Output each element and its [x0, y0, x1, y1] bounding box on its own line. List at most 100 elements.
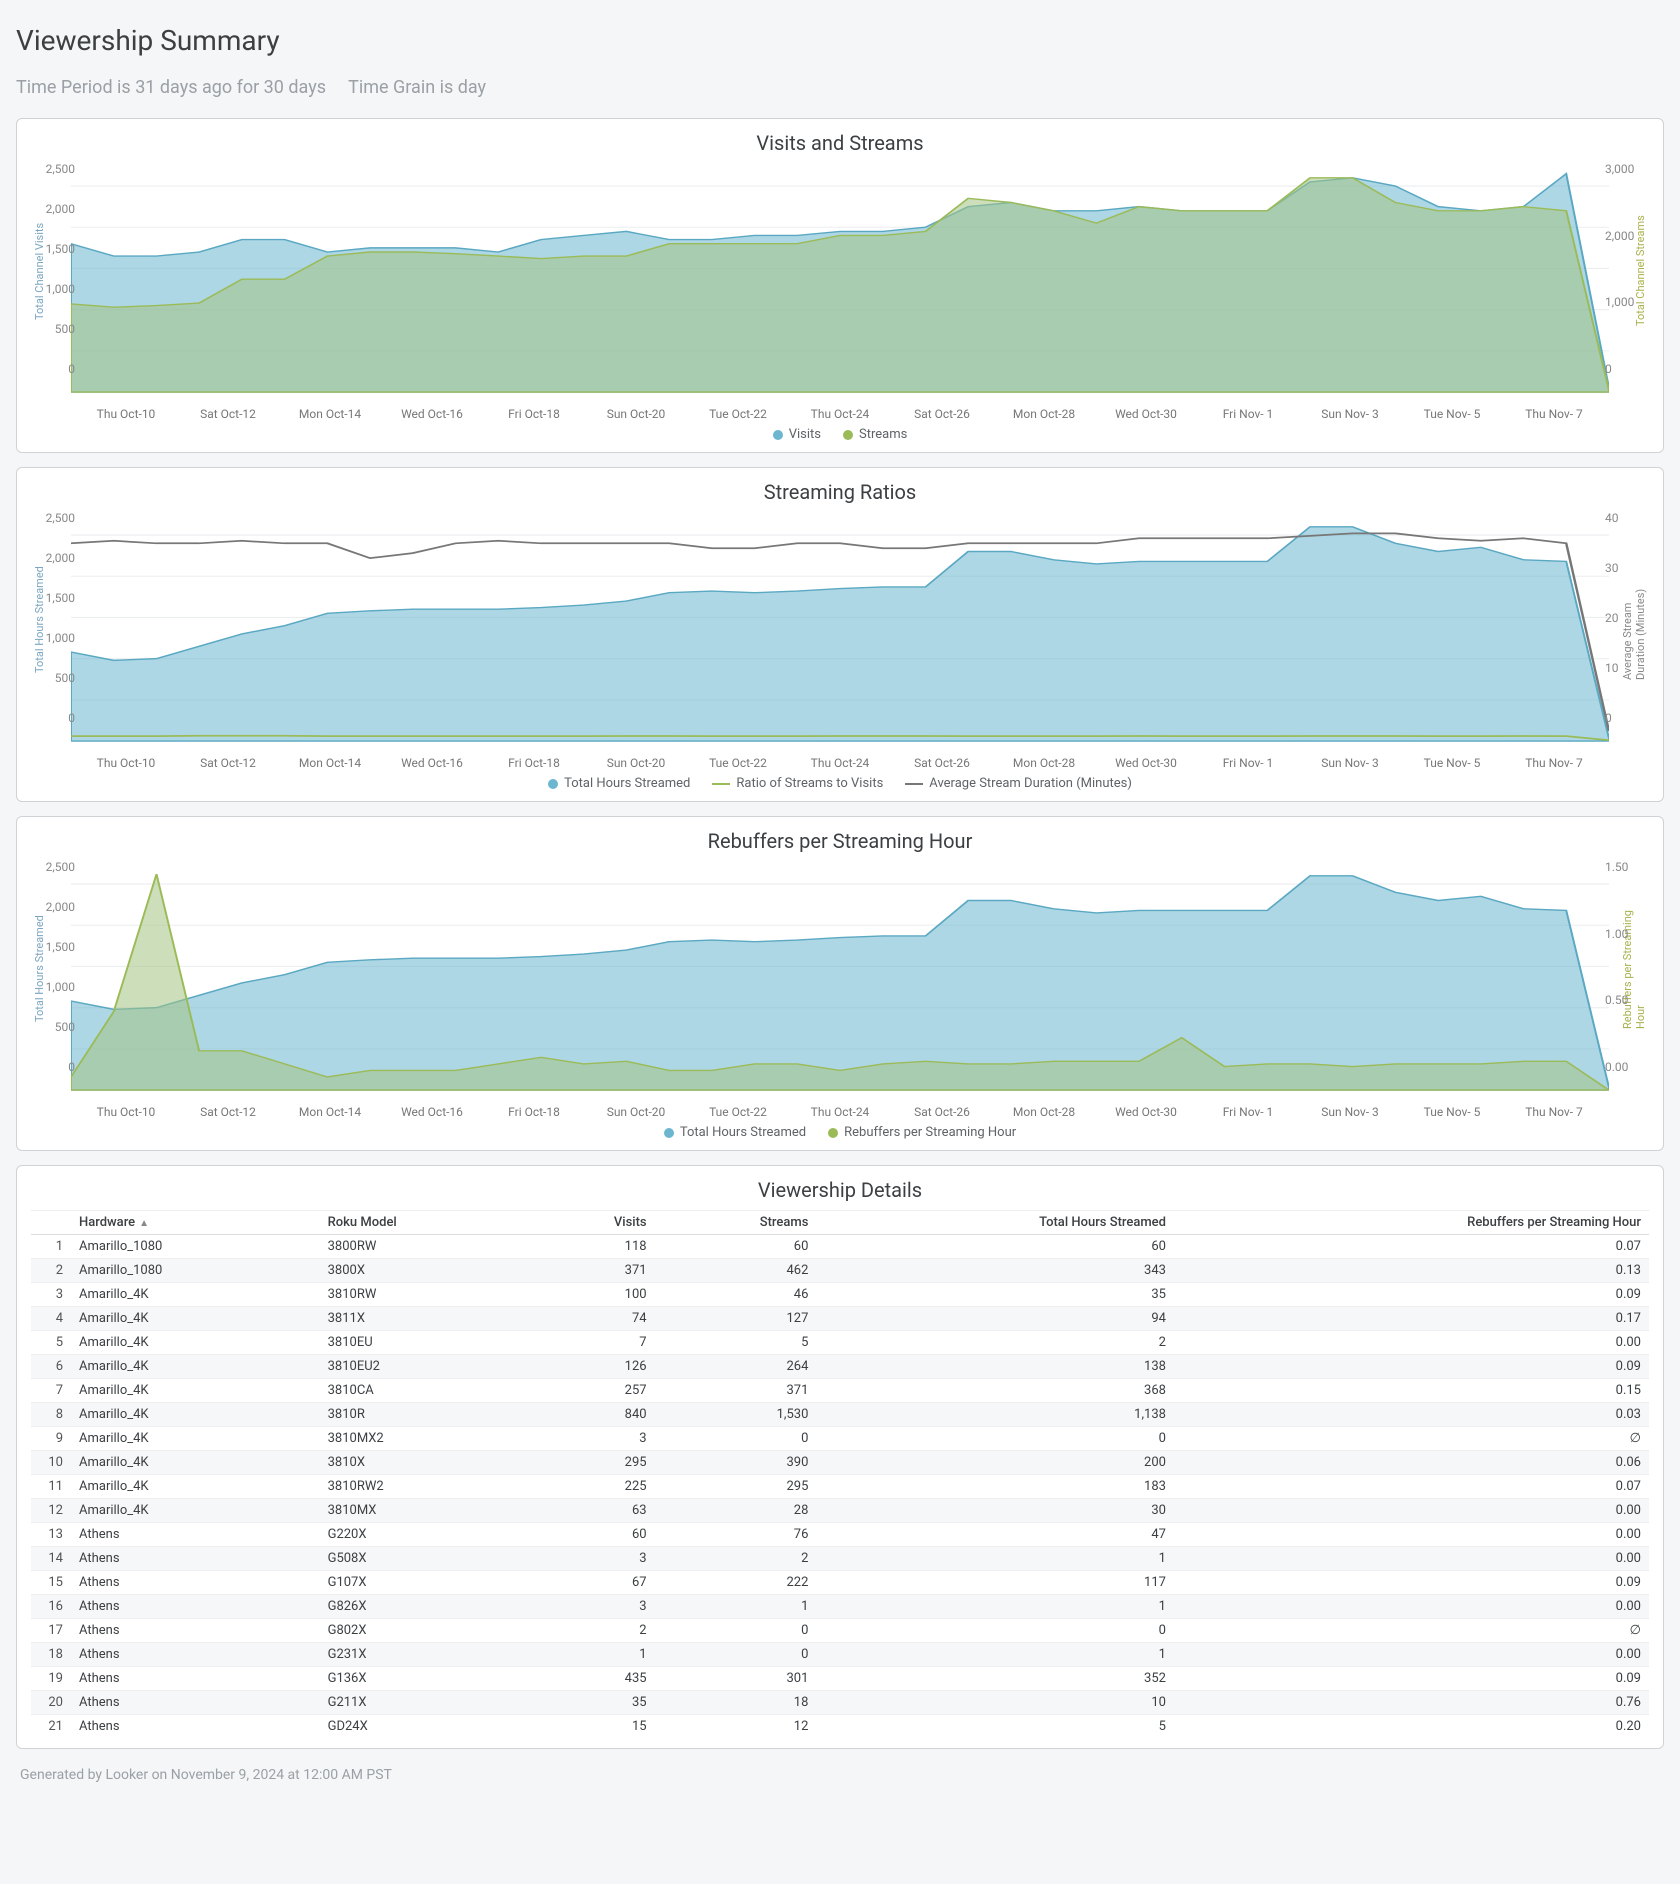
legend-item[interactable]: Rebuffers per Streaming Hour — [828, 1125, 1016, 1140]
table-cell: 3 — [533, 1595, 655, 1619]
column-header[interactable]: Visits — [533, 1211, 655, 1235]
footer-text: Generated by Looker on November 9, 2024 … — [20, 1767, 1660, 1783]
table-cell: 5 — [816, 1715, 1174, 1739]
table-cell: 1,530 — [655, 1403, 817, 1427]
table-cell: 0.13 — [1174, 1259, 1649, 1283]
x-tick-label: Mon Oct-14 — [279, 1105, 381, 1119]
table-row[interactable]: 20AthensG211X3518100.76 — [31, 1691, 1649, 1715]
table-row[interactable]: 18AthensG231X1010.00 — [31, 1643, 1649, 1667]
table-cell: 19 — [31, 1667, 71, 1691]
column-header[interactable]: Total Hours Streamed — [816, 1211, 1174, 1235]
table-cell: 60 — [655, 1235, 817, 1259]
x-tick-label: Thu Oct-10 — [75, 407, 177, 421]
column-header[interactable]: Roku Model — [320, 1211, 533, 1235]
table-cell: 118 — [533, 1235, 655, 1259]
table-cell: Amarillo_4K — [71, 1475, 320, 1499]
column-header[interactable]: Rebuffers per Streaming Hour — [1174, 1211, 1649, 1235]
table-cell: 0.09 — [1174, 1667, 1649, 1691]
column-header[interactable] — [31, 1211, 71, 1235]
chart1-title: Visits and Streams — [31, 131, 1649, 155]
table-cell: 5 — [31, 1331, 71, 1355]
table-row[interactable]: 21AthensGD24X151250.20 — [31, 1715, 1649, 1739]
table-row[interactable]: 10Amarillo_4K3810X2953902000.06 — [31, 1451, 1649, 1475]
table-row[interactable]: 1Amarillo_10803800RW11860600.07 — [31, 1235, 1649, 1259]
table-cell: 371 — [533, 1259, 655, 1283]
table-row[interactable]: 16AthensG826X3110.00 — [31, 1595, 1649, 1619]
x-tick-label: Wed Oct-30 — [1095, 1105, 1197, 1119]
table-row[interactable]: 14AthensG508X3210.00 — [31, 1547, 1649, 1571]
table-row[interactable]: 6Amarillo_4K3810EU21262641380.09 — [31, 1355, 1649, 1379]
chart1-legend: Visits Streams — [31, 427, 1649, 442]
table-cell: 7 — [533, 1331, 655, 1355]
table-cell: Amarillo_4K — [71, 1379, 320, 1403]
table-cell: 15 — [533, 1715, 655, 1739]
legend-item[interactable]: Ratio of Streams to Visits — [712, 776, 883, 791]
table-cell: 3810RW — [320, 1283, 533, 1307]
table-row[interactable]: 17AthensG802X200∅ — [31, 1619, 1649, 1643]
table-row[interactable]: 9Amarillo_4K3810MX2300∅ — [31, 1427, 1649, 1451]
table-cell: 2 — [655, 1547, 817, 1571]
time-grain-text: Time Grain is day — [348, 77, 486, 98]
table-cell: 28 — [655, 1499, 817, 1523]
table-row[interactable]: 12Amarillo_4K3810MX6328300.00 — [31, 1499, 1649, 1523]
table-cell: 0 — [816, 1427, 1174, 1451]
table-row[interactable]: 2Amarillo_10803800X3714623430.13 — [31, 1259, 1649, 1283]
table-cell: G508X — [320, 1547, 533, 1571]
table-cell: 3 — [31, 1283, 71, 1307]
x-tick-label: Fri Nov- 1 — [1197, 1105, 1299, 1119]
column-header[interactable]: Streams — [655, 1211, 817, 1235]
table-row[interactable]: 5Amarillo_4K3810EU7520.00 — [31, 1331, 1649, 1355]
table-cell: 257 — [533, 1379, 655, 1403]
legend-item[interactable]: Total Hours Streamed — [664, 1125, 806, 1140]
table-row[interactable]: 19AthensG136X4353013520.09 — [31, 1667, 1649, 1691]
table-cell: 2 — [533, 1619, 655, 1643]
table-cell: 222 — [655, 1571, 817, 1595]
table-cell: 127 — [655, 1307, 817, 1331]
x-tick-label: Fri Oct-18 — [483, 756, 585, 770]
table-row[interactable]: 11Amarillo_4K3810RW22252951830.07 — [31, 1475, 1649, 1499]
legend-item[interactable]: Average Stream Duration (Minutes) — [905, 776, 1132, 791]
chart3-y-left-ticks: 2,5002,0001,5001,0005000 — [37, 861, 75, 1073]
page-subtitle: Time Period is 31 days ago for 30 days T… — [16, 77, 1664, 98]
x-tick-label: Mon Oct-28 — [993, 756, 1095, 770]
table-cell: Amarillo_4K — [71, 1307, 320, 1331]
table-cell: 0.76 — [1174, 1691, 1649, 1715]
table-row[interactable]: 4Amarillo_4K3811X74127940.17 — [31, 1307, 1649, 1331]
table-cell: 10 — [816, 1691, 1174, 1715]
table-cell: 0 — [655, 1643, 817, 1667]
chart2-title: Streaming Ratios — [31, 480, 1649, 504]
legend-item[interactable]: Streams — [843, 427, 907, 442]
table-cell: 6 — [31, 1355, 71, 1379]
x-tick-label: Thu Nov- 7 — [1503, 1105, 1605, 1119]
table-cell: 11 — [31, 1475, 71, 1499]
table-cell: 0.15 — [1174, 1379, 1649, 1403]
chart2-y-right-ticks: 403020100 — [1605, 512, 1643, 724]
table-row[interactable]: 15AthensG107X672221170.09 — [31, 1571, 1649, 1595]
table-cell: 3800X — [320, 1259, 533, 1283]
table-row[interactable]: 7Amarillo_4K3810CA2573713680.15 — [31, 1379, 1649, 1403]
table-cell: 21 — [31, 1715, 71, 1739]
legend-item[interactable]: Total Hours Streamed — [548, 776, 690, 791]
table-cell: G231X — [320, 1643, 533, 1667]
table-cell: Athens — [71, 1523, 320, 1547]
table-cell: 12 — [655, 1715, 817, 1739]
x-tick-label: Sat Oct-12 — [177, 1105, 279, 1119]
chart3-plot[interactable]: Total Hours Streamed Rebuffers per Strea… — [31, 861, 1649, 1101]
table-cell: 3810MX — [320, 1499, 533, 1523]
table-row[interactable]: 8Amarillo_4K3810R8401,5301,1380.03 — [31, 1403, 1649, 1427]
chart1-y-right-ticks: 3,0002,0001,0000 — [1605, 163, 1643, 375]
legend-label: Total Hours Streamed — [564, 776, 690, 791]
viewership-details-table[interactable]: Hardware▲Roku ModelVisitsStreamsTotal Ho… — [31, 1210, 1649, 1738]
table-cell: 183 — [816, 1475, 1174, 1499]
table-cell: 18 — [31, 1643, 71, 1667]
table-row[interactable]: 3Amarillo_4K3810RW10046350.09 — [31, 1283, 1649, 1307]
column-header[interactable]: Hardware▲ — [71, 1211, 320, 1235]
table-cell: 0.00 — [1174, 1595, 1649, 1619]
legend-item[interactable]: Visits — [773, 427, 821, 442]
table-row[interactable]: 13AthensG220X6076470.00 — [31, 1523, 1649, 1547]
table-cell: 9 — [31, 1427, 71, 1451]
table-cell: 0.09 — [1174, 1355, 1649, 1379]
table-cell: 1 — [816, 1547, 1174, 1571]
chart1-plot[interactable]: Total Channel Visits Total Channel Strea… — [31, 163, 1649, 403]
chart2-plot[interactable]: Total Hours Streamed Average Stream Dura… — [31, 512, 1649, 752]
